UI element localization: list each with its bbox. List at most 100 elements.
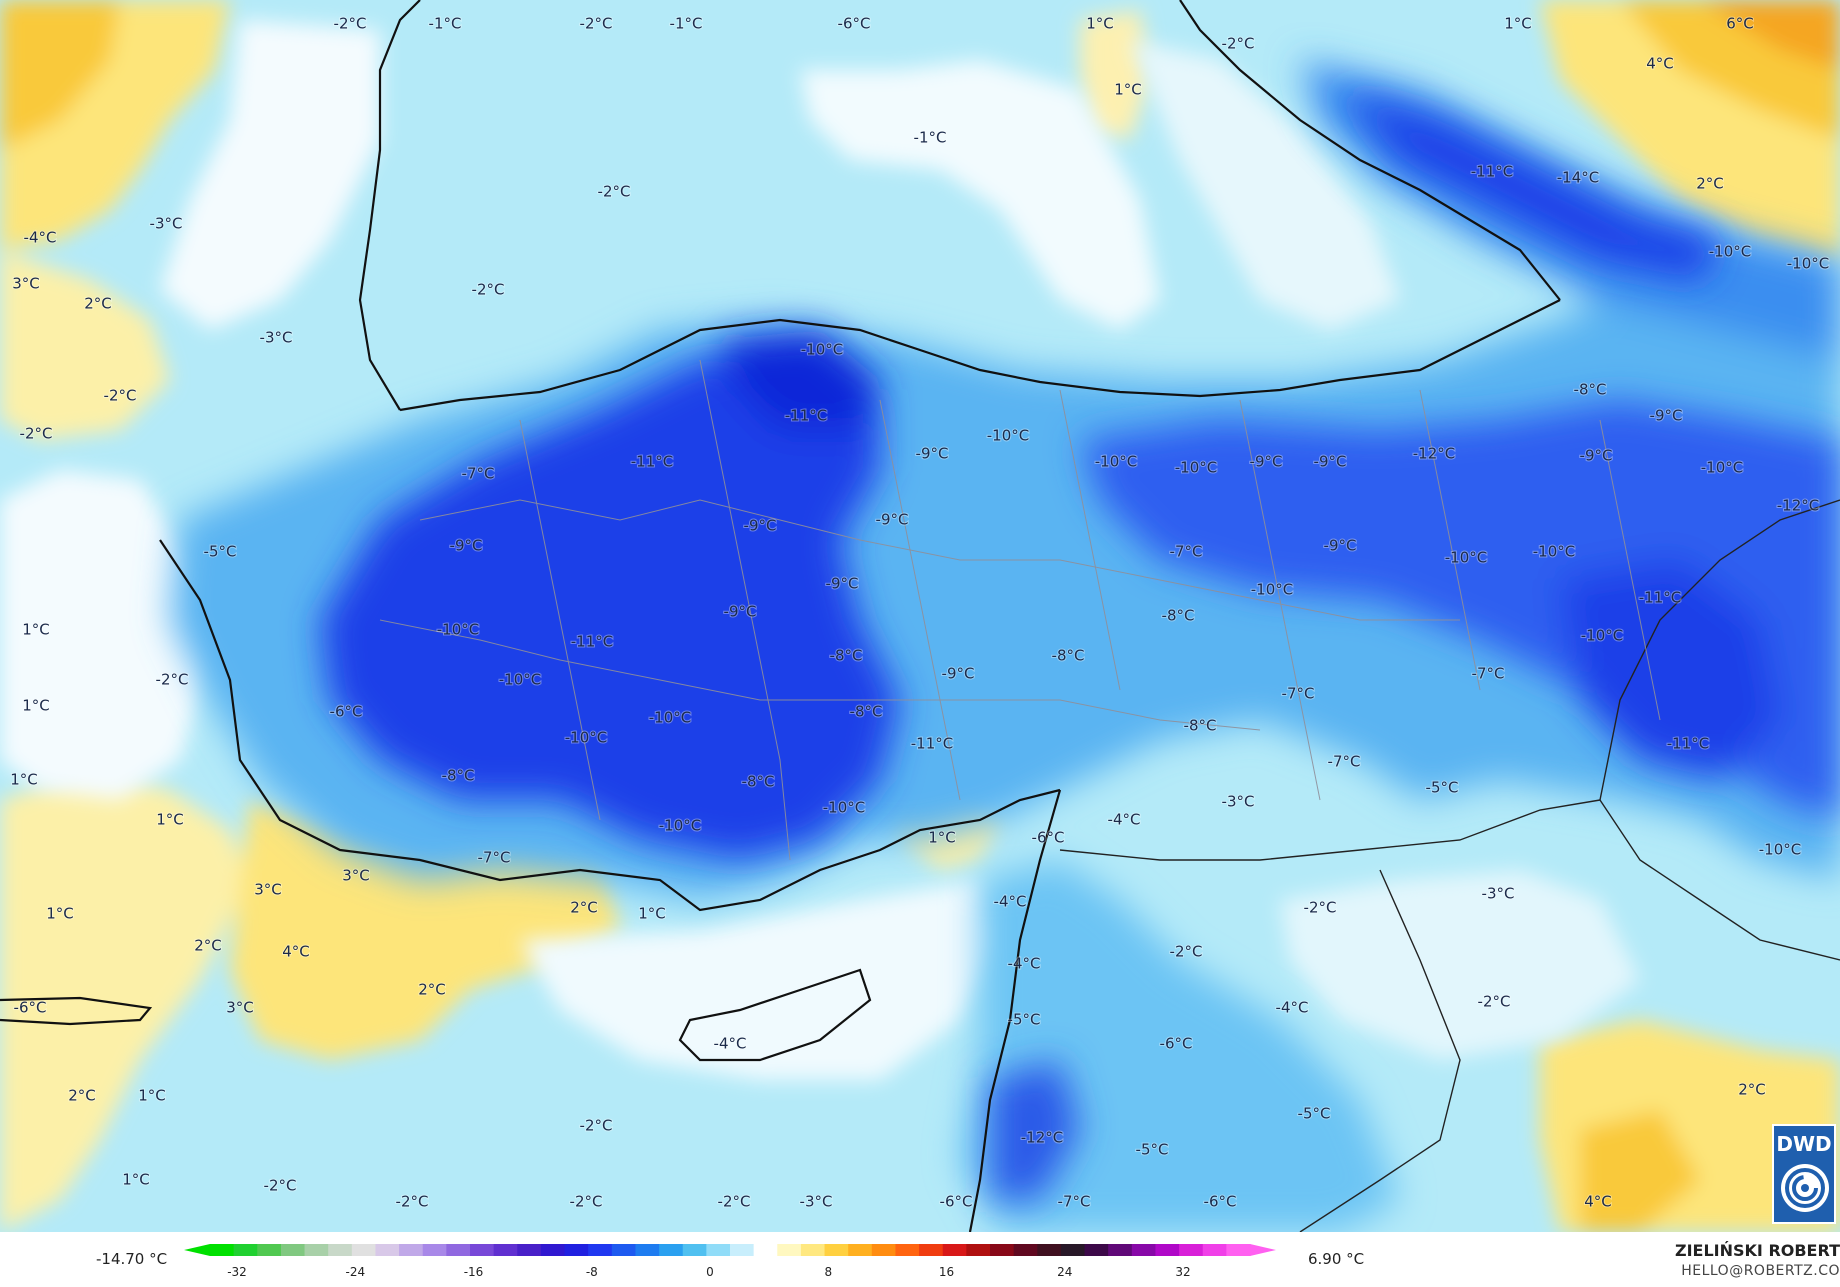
temperature-label: -9°C <box>1314 453 1347 471</box>
temperature-label: 1°C <box>46 905 74 923</box>
temperature-label: -2°C <box>334 15 367 33</box>
temperature-label: 6°C <box>1726 15 1754 33</box>
temperature-label: 4°C <box>1584 1193 1612 1211</box>
temperature-label: -12°C <box>1413 445 1455 463</box>
temperature-label: -7°C <box>1170 543 1203 561</box>
temperature-label: -10°C <box>437 621 479 639</box>
temperature-label: -6°C <box>14 999 47 1017</box>
temperature-label: -11°C <box>785 407 827 425</box>
temperature-label: -12°C <box>1021 1129 1063 1147</box>
legend-color-cell <box>540 1244 566 1256</box>
legend-colorbar: -32 -24 -16 -8 0 8 16 24 32 <box>184 1244 1276 1279</box>
temperature-label: -4°C <box>24 229 57 247</box>
temperature-label: -2°C <box>1170 943 1203 961</box>
temperature-label: 3°C <box>254 881 282 899</box>
country-borders <box>1059 499 1840 1232</box>
temperature-label: -9°C <box>916 445 949 463</box>
temperature-label: -10°C <box>565 729 607 747</box>
temperature-label: -10°C <box>987 427 1029 445</box>
temperature-label: -10°C <box>1701 459 1743 477</box>
temperature-label: -8°C <box>1052 647 1085 665</box>
temperature-label: -9°C <box>724 603 757 621</box>
legend-color-cell <box>659 1244 684 1256</box>
legend-tick-label: 16 <box>939 1265 954 1279</box>
temperature-label: -10°C <box>1251 581 1293 599</box>
temperature-label: -3°C <box>1482 885 1515 903</box>
temperature-label: -11°C <box>1667 735 1709 753</box>
temperature-label: -6°C <box>1204 1193 1237 1211</box>
temperature-label: -11°C <box>631 453 673 471</box>
temperature-label: -7°C <box>478 849 511 867</box>
temperature-label: -11°C <box>1471 163 1513 181</box>
temperature-label: 2°C <box>1738 1081 1766 1099</box>
temperature-label: -10°C <box>649 709 691 727</box>
legend-color-cell <box>1037 1244 1062 1256</box>
legend-left-arrow <box>184 1244 210 1256</box>
legend-color-cell <box>871 1244 897 1256</box>
legend-color-cell <box>517 1244 542 1256</box>
legend-color-cell <box>1179 1244 1204 1256</box>
legend-color-cell <box>351 1244 377 1256</box>
temperature-label: -14°C <box>1557 169 1599 187</box>
temperature-label: -9°C <box>1580 447 1613 465</box>
temperature-label: -1°C <box>429 15 462 33</box>
temperature-label: -10°C <box>1095 453 1137 471</box>
temperature-label: 1°C <box>928 829 956 847</box>
temperature-label: 2°C <box>68 1087 96 1105</box>
temperature-label: -4°C <box>1276 999 1309 1017</box>
legend-color-cell <box>635 1244 660 1256</box>
temperature-label: -11°C <box>1639 589 1681 607</box>
temperature-label: -5°C <box>1426 779 1459 797</box>
temperature-label: -9°C <box>744 517 777 535</box>
temperature-label: -9°C <box>1250 453 1283 471</box>
legend-color-cell <box>1108 1244 1133 1256</box>
legend-max-label: 6.90 °C <box>1308 1250 1365 1268</box>
temperature-label: -5°C <box>1008 1011 1041 1029</box>
legend-color-cell <box>777 1244 802 1256</box>
legend-tick-label: 24 <box>1057 1265 1072 1279</box>
temperature-label: -4°C <box>714 1035 747 1053</box>
temperature-label: -2°C <box>1304 899 1337 917</box>
legend-tick-label: 8 <box>824 1265 832 1279</box>
temperature-label: 1°C <box>122 1171 150 1189</box>
temperature-label: -11°C <box>911 735 953 753</box>
temperature-label: -2°C <box>264 1177 297 1195</box>
legend-tick-label: 0 <box>706 1265 714 1279</box>
neutral-areas <box>0 20 1640 1080</box>
legend-color-cell <box>682 1244 707 1256</box>
legend-color-cell <box>895 1244 920 1256</box>
legend-color-cell <box>446 1244 471 1256</box>
temperature-label: -7°C <box>1472 665 1505 683</box>
temperature-label: -1°C <box>914 129 947 147</box>
temperature-label: -8°C <box>830 647 863 665</box>
temperature-label: -6°C <box>330 703 363 721</box>
temperature-label: 1°C <box>10 771 38 789</box>
temperature-label: 4°C <box>1646 55 1674 73</box>
legend-color-cell <box>848 1244 873 1256</box>
legend-tick-label: -8 <box>586 1265 598 1279</box>
temperature-label: -10°C <box>659 817 701 835</box>
temperature-label: -4°C <box>994 893 1027 911</box>
temperature-label: -2°C <box>580 1117 613 1135</box>
legend-color-cell <box>1084 1244 1109 1256</box>
temperature-label: -3°C <box>150 215 183 233</box>
temperature-label: -10°C <box>823 799 865 817</box>
temperature-label: -12°C <box>1777 497 1819 515</box>
coastlines <box>0 0 1561 1232</box>
legend-color-cell <box>919 1244 944 1256</box>
dwd-logo-text: DWD <box>1776 1132 1832 1156</box>
legend-min-label: -14.70 °C <box>96 1250 168 1268</box>
temperature-label: -10°C <box>1759 841 1801 859</box>
temperature-label: 1°C <box>138 1087 166 1105</box>
temperature-label: -2°C <box>104 387 137 405</box>
temperature-label: -7°C <box>1058 1193 1091 1211</box>
author-name: ZIELIŃSKI ROBERT <box>1674 1241 1840 1260</box>
temperature-label: -10°C <box>1787 255 1829 273</box>
temperature-label: -10°C <box>1709 243 1751 261</box>
legend-color-cell <box>966 1244 991 1256</box>
temperature-label: -3°C <box>800 1193 833 1211</box>
temperature-label: -7°C <box>462 465 495 483</box>
legend-color-cell <box>942 1244 967 1256</box>
temperature-labels: -2°C -1°C -2°C -1°C -6°C 1°C -2°C 1°C 6°C 1°C 4°C -… <box>9 14 1830 1212</box>
temperature-label: -10°C <box>801 341 843 359</box>
